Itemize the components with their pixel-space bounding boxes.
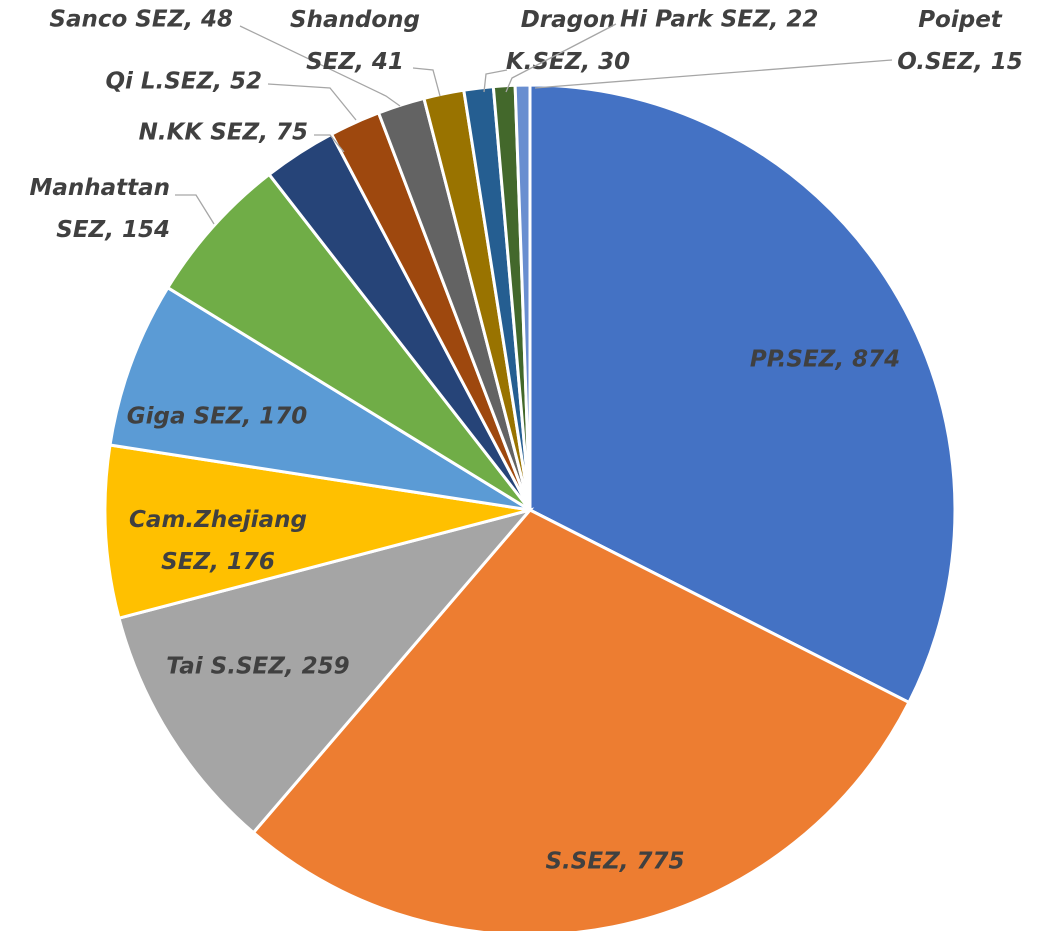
label-line: Shandong [290, 7, 420, 33]
label-line: Poipet [918, 7, 1003, 33]
pie-slice [165, 172, 532, 512]
pie-slice [117, 507, 535, 835]
data-label: Shandong SEZ, 41 [290, 7, 420, 75]
pie-slice [513, 83, 532, 511]
leader-line [483, 69, 508, 93]
leader-line [534, 59, 893, 89]
data-label: Qi L.SEZ, 52 [105, 69, 262, 95]
data-label: Cam.Zhejiang SEZ, 176 [129, 507, 307, 575]
label-line: SEZ, 176 [161, 549, 275, 575]
pie-slice [251, 508, 911, 931]
data-label: Poipet O.SEZ, 15 [897, 7, 1023, 75]
data-label: S.SEZ, 775 [545, 849, 684, 875]
leader-line [412, 67, 441, 97]
leader-line [505, 23, 617, 93]
label-line: SEZ, 154 [56, 217, 170, 243]
data-label: Dragon K.SEZ, 30 [506, 7, 630, 75]
leader-line [175, 194, 215, 225]
data-label: Giga SEZ, 170 [127, 404, 307, 430]
pie-slice [103, 443, 531, 621]
data-label: N.KK SEZ, 75 [139, 120, 308, 146]
leader-line [239, 25, 401, 107]
data-label: Tai S.SEZ, 259 [166, 654, 349, 680]
label-line: SEZ, 41 [306, 49, 404, 75]
data-label: Manhattan SEZ, 154 [29, 175, 170, 243]
pie-slice [108, 285, 531, 512]
label-line: Cam.Zhejiang [129, 507, 307, 533]
leader-line [267, 83, 357, 121]
data-label: PP.SEZ, 874 [750, 347, 900, 373]
label-line: K.SEZ, 30 [506, 49, 630, 75]
label-line: O.SEZ, 15 [897, 49, 1023, 75]
label-line: Dragon [521, 7, 616, 33]
label-line: Manhattan [29, 175, 170, 201]
pie-slice [528, 83, 957, 705]
data-label: Hi Park SEZ, 22 [620, 7, 818, 33]
data-label: Sanco SEZ, 48 [49, 7, 233, 33]
leader-line [314, 134, 345, 153]
